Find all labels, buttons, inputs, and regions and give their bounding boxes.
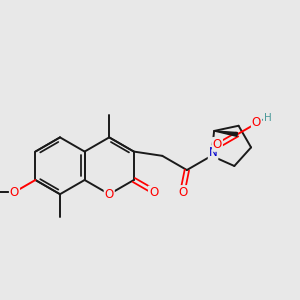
Text: O: O — [10, 186, 19, 199]
Polygon shape — [214, 131, 237, 136]
Text: O: O — [213, 138, 222, 151]
Text: O: O — [252, 116, 261, 129]
Text: O: O — [105, 188, 114, 201]
Text: O: O — [178, 186, 187, 199]
Text: O: O — [149, 186, 158, 200]
Text: H: H — [264, 113, 272, 123]
Text: N: N — [209, 146, 218, 159]
